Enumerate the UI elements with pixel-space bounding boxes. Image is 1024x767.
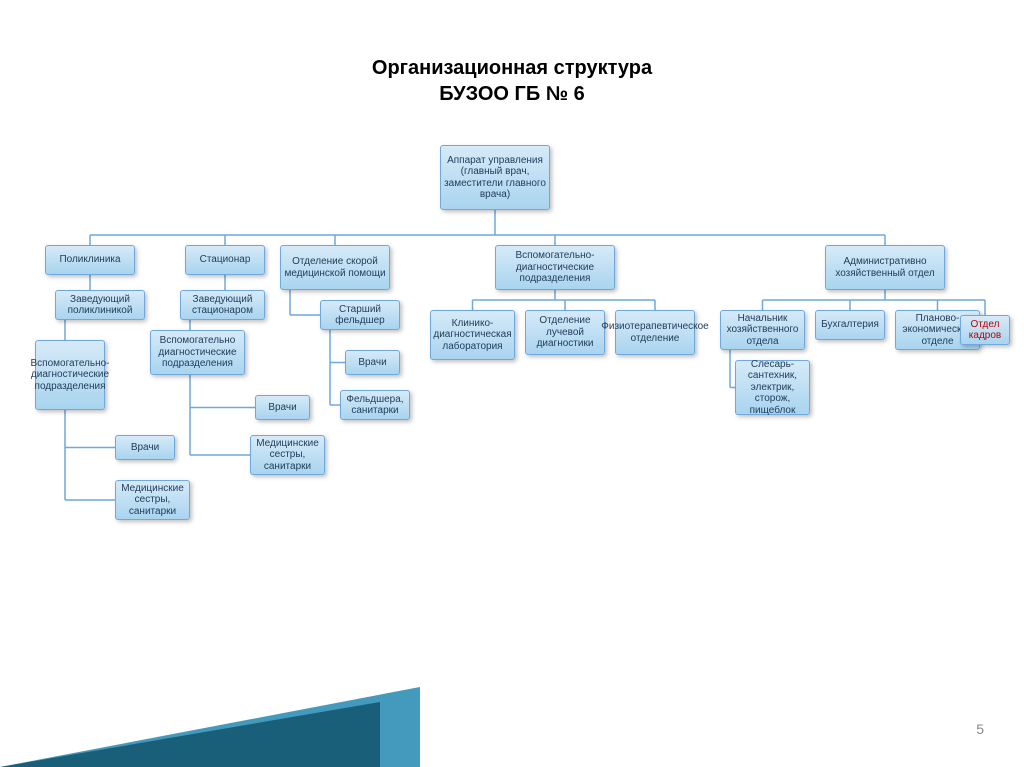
org-node-feld_san: Фельдшера, санитарки: [340, 390, 410, 420]
org-node-smp_vrachi: Врачи: [345, 350, 400, 375]
org-node-zav_polik: Заведующий поликлиникой: [55, 290, 145, 320]
org-node-polik: Поликлиника: [45, 245, 135, 275]
org-node-stac_vrachi: Врачи: [255, 395, 310, 420]
org-node-zav_stac: Заведующий стационаром: [180, 290, 265, 320]
org-node-vspom_stac: Вспомогательно диагностические подраздел…: [150, 330, 245, 375]
org-node-fizio: Физиотерапевтическое отделение: [615, 310, 695, 355]
page-number: 5: [976, 721, 984, 737]
org-node-stac: Стационар: [185, 245, 265, 275]
org-node-klin_lab: Клинико-диагностическая лаборатория: [430, 310, 515, 360]
title-line-1: Организационная структура: [372, 57, 652, 79]
decorative-triangle-dark: [0, 702, 380, 767]
org-node-buh: Бухгалтерия: [815, 310, 885, 340]
page-title: Организационная структура БУЗОО ГБ № 6: [0, 55, 1024, 107]
org-node-polik_vrachi: Врачи: [115, 435, 175, 460]
org-node-polik_ms: Медицинские сестры, санитарки: [115, 480, 190, 520]
org-node-st_feld: Старший фельдшер: [320, 300, 400, 330]
org-node-root: Аппарат управления (главный врач, замест…: [440, 145, 550, 210]
org-node-slesar: Слесарь-сантехник, электрик, сторож, пищ…: [735, 360, 810, 415]
org-node-kadry: Отдел кадров: [960, 315, 1010, 345]
title-line-2: БУЗОО ГБ № 6: [439, 83, 585, 105]
org-node-admin: Административно хозяйственный отдел: [825, 245, 945, 290]
org-node-vspom: Вспомогательно-диагностические подраздел…: [495, 245, 615, 290]
org-node-stac_ms: Медицинские сестры, санитарки: [250, 435, 325, 475]
connector-canvas: [0, 0, 1024, 767]
org-node-luch: Отделение лучевой диагностики: [525, 310, 605, 355]
org-node-nach_hoz: Начальник хозяйственного отдела: [720, 310, 805, 350]
org-node-vspom_polik: Вспомогательно-диагностические подраздел…: [35, 340, 105, 410]
org-node-smp: Отделение скорой медицинской помощи: [280, 245, 390, 290]
